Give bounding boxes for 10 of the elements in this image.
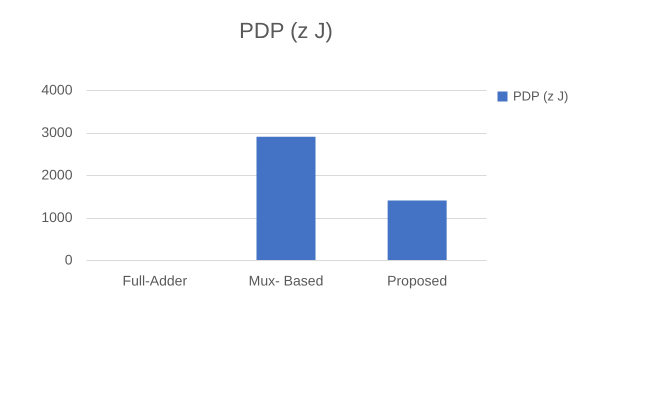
y-tick-label: 3000 — [41, 124, 73, 140]
y-tick-label: 1000 — [41, 209, 73, 225]
y-tick-label: 4000 — [41, 82, 73, 98]
legend-label: PDP (z J) — [513, 88, 568, 104]
chart-title: PDP (z J) — [239, 18, 333, 43]
x-tick-label: Proposed — [387, 272, 448, 288]
x-tick-label: Full-Adder — [122, 272, 188, 288]
x-tick-label: Mux- Based — [248, 272, 324, 288]
y-tick-label: 2000 — [41, 166, 73, 182]
y-tick-label: 0 — [64, 252, 73, 268]
